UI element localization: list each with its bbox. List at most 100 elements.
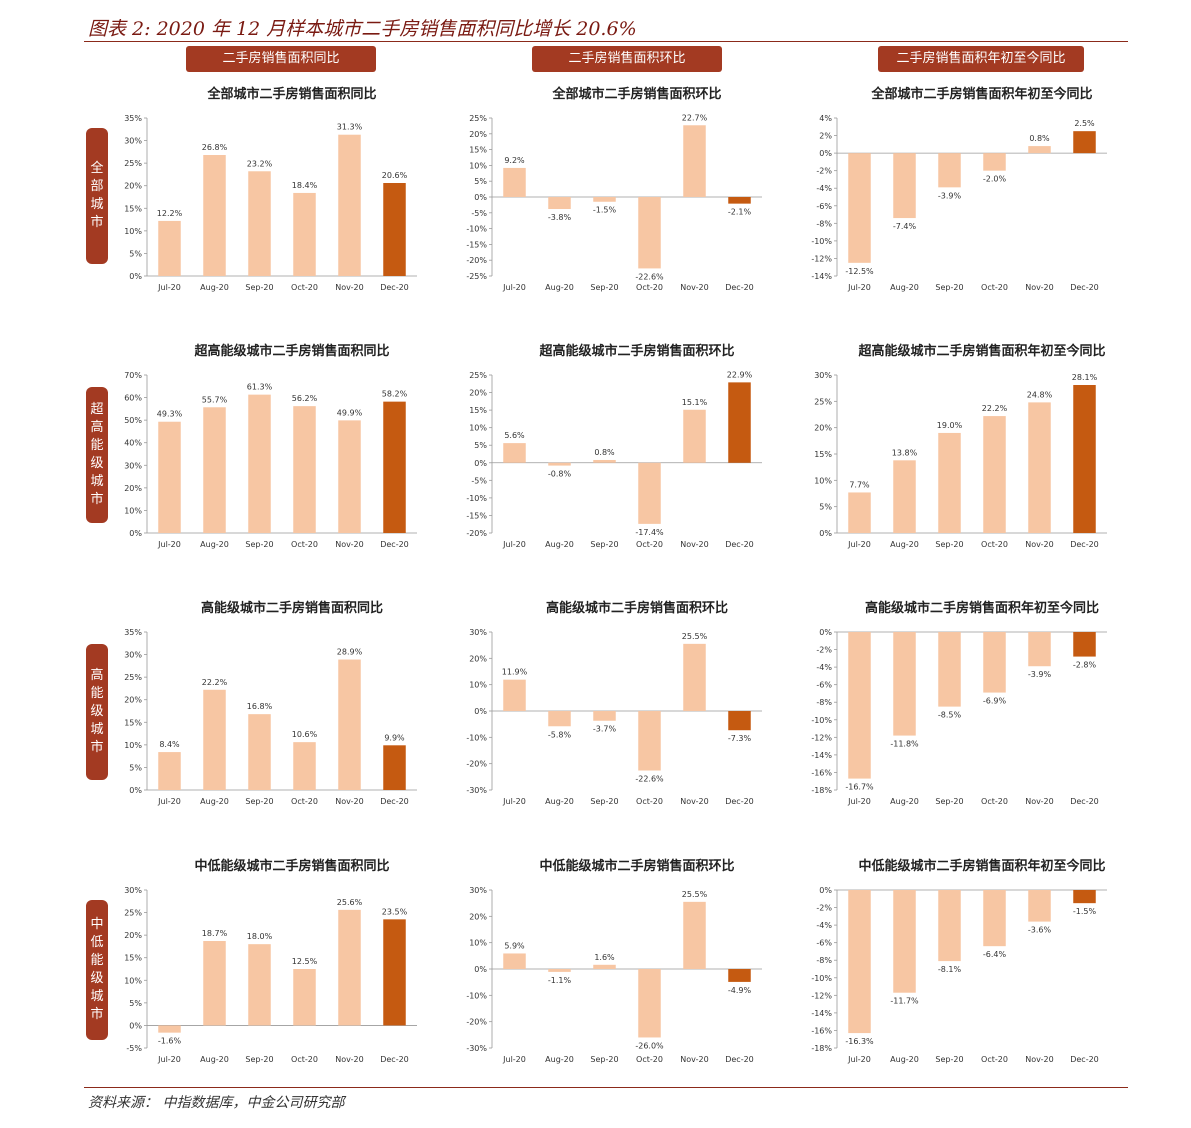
- y-tick-label: 25%: [124, 673, 142, 682]
- x-tick-label: Oct-20: [636, 283, 663, 292]
- y-tick-label: 0%: [819, 529, 832, 538]
- x-tick-label: Aug-20: [545, 540, 574, 549]
- x-tick-label: Nov-20: [680, 540, 708, 549]
- bar-Sep-20: [248, 394, 271, 533]
- bar-chart: 0% 5% 10% 15% 20% 25% 30% 7.7% Jul-20 13.8% Aug-20…: [814, 371, 1107, 549]
- data-label: 0.8%: [594, 448, 615, 457]
- y-tick-label: -6%: [816, 681, 832, 690]
- x-tick-label: Dec-20: [1070, 540, 1099, 549]
- y-tick-label: 0%: [474, 459, 487, 468]
- data-label: -3.8%: [548, 213, 572, 222]
- chart-title: 超高能级城市二手房销售面积年初至今同比: [858, 344, 1106, 359]
- x-tick-label: Dec-20: [1070, 283, 1099, 292]
- data-label: 0.8%: [1029, 134, 1050, 143]
- data-label: -3.6%: [1028, 926, 1052, 935]
- x-tick-label: Oct-20: [981, 540, 1008, 549]
- bar-Jul-20: [503, 443, 526, 463]
- chart-title: 高能级城市二手房销售面积同比: [200, 601, 383, 616]
- bar-Aug-20: [203, 689, 226, 790]
- y-tick-label: -20%: [466, 1018, 487, 1027]
- y-tick-label: -8%: [816, 956, 832, 965]
- bar-Dec-20: [1073, 890, 1096, 904]
- x-tick-label: Jul-20: [847, 283, 871, 292]
- y-tick-label: 30%: [469, 628, 487, 637]
- y-tick-label: 0%: [129, 529, 142, 538]
- bar-Dec-20: [383, 745, 406, 790]
- y-tick-label: 20%: [469, 654, 487, 663]
- bar-Dec-20: [1073, 385, 1096, 533]
- data-label: 9.9%: [384, 733, 405, 742]
- data-label: 18.0%: [247, 932, 273, 941]
- x-tick-label: Oct-20: [981, 283, 1008, 292]
- column-header-mom: 二手房销售面积环比: [532, 46, 722, 72]
- x-tick-label: Sep-20: [590, 283, 618, 292]
- data-label: -8.1%: [938, 965, 962, 974]
- x-tick-label: Jul-20: [157, 1055, 181, 1064]
- bar-chart: -14% -12% -10% -8% -6% -4% -2% 0% 2% 4% -12.5% Jul-…: [811, 114, 1107, 292]
- row-label-0: 全部城市: [86, 128, 108, 264]
- data-label: -1.6%: [158, 1037, 182, 1046]
- data-label: 49.3%: [157, 410, 183, 419]
- x-tick-label: Sep-20: [245, 283, 273, 292]
- bar-Jul-20: [848, 492, 871, 533]
- y-tick-label: -10%: [466, 991, 487, 1000]
- data-label: -11.8%: [890, 740, 919, 749]
- x-tick-label: Aug-20: [890, 540, 919, 549]
- y-tick-label: -10%: [466, 733, 487, 742]
- x-tick-label: Sep-20: [245, 540, 273, 549]
- data-label: 7.7%: [849, 480, 870, 489]
- top-rule: [84, 41, 1128, 42]
- bar-chart: 0% 5% 10% 15% 20% 25% 30% 35% 8.4% Jul-20 22.2% Aug…: [124, 628, 417, 806]
- bar-Sep-20: [593, 964, 616, 969]
- y-tick-label: 70%: [124, 371, 142, 380]
- bar-Jul-20: [848, 890, 871, 1034]
- data-label: -26.0%: [635, 1041, 664, 1050]
- bar-Nov-20: [338, 420, 361, 533]
- y-tick-label: -12%: [811, 254, 832, 263]
- x-tick-label: Nov-20: [1025, 540, 1053, 549]
- bar-Aug-20: [548, 969, 571, 972]
- data-label: -11.7%: [890, 997, 919, 1006]
- y-tick-label: -14%: [811, 272, 832, 281]
- y-tick-label: 5%: [129, 999, 142, 1008]
- y-tick-label: 0%: [129, 786, 142, 795]
- y-tick-label: -18%: [811, 786, 832, 795]
- bar-Jul-20: [848, 153, 871, 263]
- y-tick-label: -4%: [816, 663, 832, 672]
- y-tick-label: 10%: [124, 227, 142, 236]
- x-tick-label: Oct-20: [981, 797, 1008, 806]
- data-label: -22.6%: [635, 775, 664, 784]
- y-tick-label: 10%: [469, 161, 487, 170]
- x-tick-label: Nov-20: [680, 283, 708, 292]
- chart-title: 中低能级城市二手房销售面积同比: [194, 859, 390, 874]
- data-label: 24.8%: [1027, 390, 1053, 399]
- bar-Dec-20: [383, 183, 406, 276]
- data-label: 5.6%: [504, 431, 525, 440]
- data-label: 2.5%: [1074, 119, 1095, 128]
- x-tick-label: Nov-20: [335, 797, 363, 806]
- bar-Dec-20: [1073, 131, 1096, 154]
- bar-Dec-20: [728, 969, 751, 982]
- bar-Nov-20: [338, 909, 361, 1026]
- bar-Oct-20: [983, 632, 1006, 693]
- y-tick-label: 20%: [124, 696, 142, 705]
- data-label: 5.9%: [504, 941, 525, 950]
- row-label-1: 超高能级城市: [86, 387, 108, 523]
- x-tick-label: Dec-20: [380, 540, 409, 549]
- bar-Nov-20: [683, 125, 706, 197]
- chart-title: 中低能级城市二手房销售面积年初至今同比: [858, 859, 1106, 874]
- x-tick-label: Dec-20: [1070, 797, 1099, 806]
- bar-chart: -18% -16% -14% -12% -10% -8% -6% -4% -2% 0% -16.7%…: [811, 628, 1107, 806]
- y-tick-label: -6%: [816, 939, 832, 948]
- data-label: 15.1%: [682, 398, 708, 407]
- bar-Jul-20: [503, 953, 526, 969]
- y-tick-label: 30%: [469, 886, 487, 895]
- data-label: 13.8%: [892, 448, 918, 457]
- x-tick-label: Sep-20: [590, 797, 618, 806]
- y-tick-label: 0%: [819, 886, 832, 895]
- y-tick-label: 20%: [469, 389, 487, 398]
- x-tick-label: Jul-20: [847, 797, 871, 806]
- data-label: 10.6%: [292, 730, 318, 739]
- y-tick-label: 10%: [469, 681, 487, 690]
- y-tick-label: 0%: [819, 628, 832, 637]
